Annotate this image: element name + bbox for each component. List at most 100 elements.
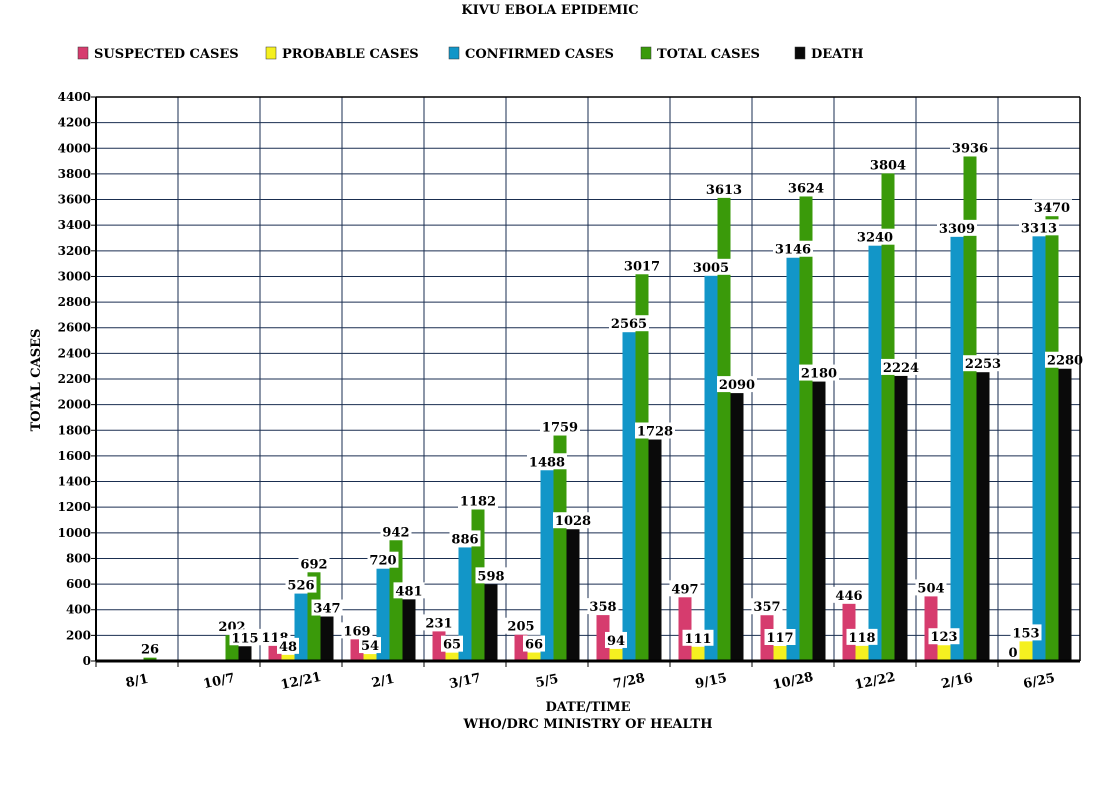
data-label: 118 [848, 631, 875, 646]
bar-confirmed-cases [705, 276, 718, 661]
data-label: 598 [477, 569, 504, 584]
y-tick-label: 600 [66, 577, 91, 591]
data-label: 3804 [870, 158, 906, 173]
bar-probable-cases [1020, 641, 1033, 661]
data-label: 2090 [719, 378, 755, 393]
data-label: 48 [279, 640, 297, 655]
bar-death [895, 376, 908, 661]
chart-title: KIVU EBOLA EPIDEMIC [461, 3, 638, 18]
legend-label: PROBABLE CASES [282, 47, 419, 62]
y-tick-label: 4000 [58, 141, 91, 155]
legend: SUSPECTED CASES PROBABLE CASES CONFIRMED C… [78, 47, 864, 62]
data-label: 3613 [706, 183, 742, 198]
data-label: 720 [369, 554, 396, 569]
y-tick-label: 800 [66, 551, 91, 565]
data-label: 123 [930, 630, 957, 645]
y-tick-label: 1200 [58, 500, 91, 514]
bar-death [321, 617, 334, 661]
y-tick-label: 2600 [58, 321, 91, 335]
y-tick-label: 1800 [58, 423, 91, 437]
legend-swatch [78, 47, 88, 59]
bar-confirmed-cases [787, 258, 800, 661]
legend-swatch [266, 47, 276, 59]
x-tick-label: 12/21 [280, 670, 323, 693]
y-tick-label: 3800 [58, 167, 91, 181]
bar-confirmed-cases [1033, 236, 1046, 661]
y-tick-label: 4400 [58, 90, 91, 104]
x-tick-label: 2/1 [370, 672, 395, 691]
bar-confirmed-cases [541, 470, 554, 661]
data-label: 3005 [693, 261, 729, 276]
legend-swatch [449, 47, 459, 59]
data-label: 3309 [939, 222, 975, 237]
data-label: 153 [1012, 626, 1039, 641]
grid [96, 97, 1080, 661]
x-tick-label: 9/15 [694, 671, 728, 692]
data-label: 3146 [775, 243, 811, 258]
bar-probable-cases [610, 649, 623, 661]
bar-confirmed-cases [951, 237, 964, 661]
bar-death [731, 393, 744, 661]
bar-probable-cases [692, 647, 705, 661]
bar-confirmed-cases [869, 246, 882, 661]
x-tick-label: 2/16 [940, 671, 974, 692]
data-label: 886 [451, 532, 478, 547]
data-label: 117 [766, 631, 793, 646]
y-tick-label: 0 [83, 654, 91, 668]
data-label: 3240 [857, 231, 893, 246]
bar-death [977, 372, 990, 661]
data-label: 231 [425, 616, 452, 631]
data-label: 26 [141, 643, 159, 658]
data-label: 115 [231, 631, 258, 646]
x-tick-label: 7/28 [612, 671, 646, 692]
y-tick-label: 4200 [58, 116, 91, 130]
data-label: 65 [443, 638, 461, 653]
y-tick-label: 2000 [58, 398, 91, 412]
legend-label: SUSPECTED CASES [94, 47, 239, 62]
data-label: 0 [1008, 646, 1017, 661]
bar-total-cases [1046, 216, 1059, 661]
bar-probable-cases [774, 646, 787, 661]
data-label: 2280 [1047, 354, 1083, 369]
data-label: 2224 [883, 361, 919, 376]
data-label: 66 [525, 638, 543, 653]
data-label: 497 [671, 582, 698, 597]
data-label: 481 [395, 584, 422, 599]
x-tick-label: 6/25 [1022, 671, 1056, 692]
y-tick-label: 1600 [58, 449, 91, 463]
y-tick-label: 2800 [58, 295, 91, 309]
y-tick-label: 200 [66, 628, 91, 642]
legend-label: CONFIRMED CASES [465, 47, 614, 62]
x-tick-label: 10/7 [202, 671, 236, 692]
legend-swatch [641, 47, 651, 59]
chart-subtitle: WHO/DRC MINISTRY OF HEALTH [462, 717, 712, 732]
bar-probable-cases [856, 646, 869, 661]
data-label: 942 [382, 525, 409, 540]
x-tick-label: 8/1 [124, 672, 149, 691]
data-label: 1728 [637, 425, 673, 440]
data-label: 2565 [611, 317, 647, 332]
data-label: 446 [835, 589, 862, 604]
y-tick-label: 2400 [58, 346, 91, 360]
y-tick-label: 3400 [58, 218, 91, 232]
data-label: 54 [361, 639, 379, 654]
bar-total-cases [636, 274, 649, 661]
bar-death [813, 382, 826, 661]
bar-probable-cases [938, 645, 951, 661]
y-tick-label: 400 [66, 603, 91, 617]
data-label: 3017 [624, 259, 660, 274]
data-label: 94 [607, 634, 625, 649]
bar-death [649, 440, 662, 661]
data-label: 3624 [788, 181, 824, 196]
x-tick-label: 10/28 [772, 670, 815, 693]
x-tick-label: 3/17 [448, 671, 482, 692]
data-label: 692 [300, 557, 327, 572]
y-tick-label: 3600 [58, 193, 91, 207]
bar-death [567, 529, 580, 661]
y-tick-label: 3000 [58, 269, 91, 283]
data-label: 111 [684, 632, 711, 647]
data-label: 2253 [965, 357, 1001, 372]
x-tick-label: 12/22 [854, 670, 897, 693]
x-axis-label: DATE/TIME [545, 700, 630, 715]
